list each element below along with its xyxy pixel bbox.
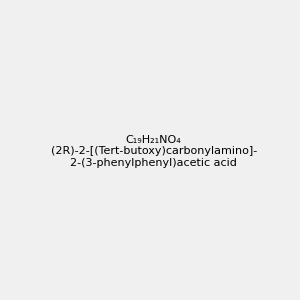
Text: C₁₉H₂₁NO₄
(2R)-2-[(Tert-butoxy)carbonylamino]-
2-(3-phenylphenyl)acetic acid: C₁₉H₂₁NO₄ (2R)-2-[(Tert-butoxy)carbonyla… <box>51 135 257 168</box>
